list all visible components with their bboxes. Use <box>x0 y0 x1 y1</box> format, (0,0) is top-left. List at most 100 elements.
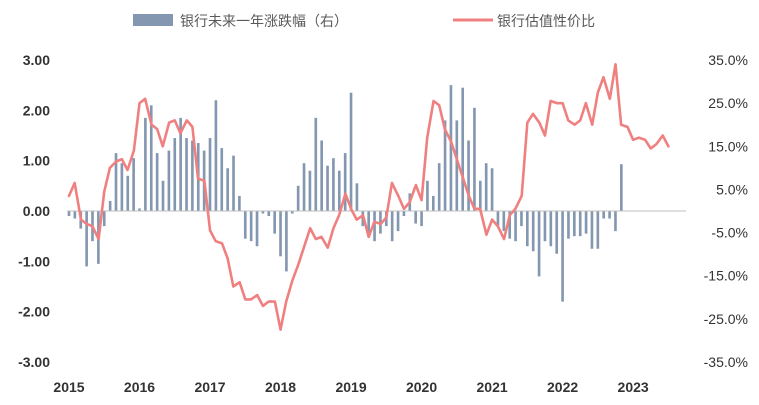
bar <box>138 208 141 211</box>
y-right-tick-label: 5.0% <box>716 181 748 197</box>
bar <box>232 155 235 211</box>
bar <box>467 140 470 211</box>
line-series <box>67 63 670 331</box>
bar <box>120 163 124 211</box>
bar <box>426 180 429 211</box>
bar <box>461 87 465 211</box>
y-right-tick-label: 25.0% <box>708 95 748 111</box>
x-tick-label: 2016 <box>124 379 155 395</box>
x-tick-label: 2020 <box>406 379 437 395</box>
y-right-tick-label: -5.0% <box>711 225 748 241</box>
bar <box>396 211 400 232</box>
bar <box>267 211 271 217</box>
legend-label-line: 银行估值性价比 <box>497 14 595 30</box>
bar <box>443 120 447 211</box>
bar <box>431 195 435 211</box>
bar <box>620 164 623 211</box>
bar <box>208 138 212 211</box>
bar <box>455 120 459 211</box>
bar <box>473 107 476 211</box>
bar <box>578 211 582 237</box>
bar <box>243 211 247 239</box>
x-tick-label: 2023 <box>618 379 649 395</box>
bar <box>555 211 559 254</box>
bar <box>343 153 347 211</box>
x-tick-label: 2021 <box>477 379 508 395</box>
bar <box>332 158 335 211</box>
bar <box>144 117 147 211</box>
bar <box>543 211 547 242</box>
y-left-tick-label: 2.00 <box>23 102 50 118</box>
bar <box>608 211 611 219</box>
y-left-tick-label: 1.00 <box>23 153 50 169</box>
bar <box>167 150 171 211</box>
bar <box>220 148 224 211</box>
bar <box>531 211 535 252</box>
y-left-tick-label: -3.00 <box>18 354 50 370</box>
bar <box>85 211 88 267</box>
bar <box>390 211 394 242</box>
bar <box>108 200 112 211</box>
bar <box>314 117 318 211</box>
y-left-tick-label: -2.00 <box>18 304 50 320</box>
bar-series <box>67 85 623 302</box>
bar <box>155 153 159 211</box>
bar <box>67 211 71 217</box>
bar <box>508 211 512 239</box>
bar <box>173 138 177 211</box>
bar <box>214 100 218 211</box>
bar <box>520 211 523 227</box>
bar <box>320 140 323 211</box>
bar <box>449 85 453 211</box>
bar <box>308 170 312 211</box>
x-tick-label: 2022 <box>547 379 578 395</box>
bar <box>249 211 253 242</box>
bar <box>590 211 594 249</box>
bar <box>126 175 130 211</box>
bar <box>102 211 106 227</box>
legend-swatch-bar <box>133 14 173 26</box>
bar <box>537 211 541 277</box>
bar <box>179 117 182 211</box>
bar <box>414 211 417 224</box>
bar <box>185 138 188 211</box>
bar <box>526 211 529 247</box>
bar <box>567 211 570 239</box>
bar <box>302 163 306 211</box>
bar <box>561 211 564 302</box>
bar <box>596 211 600 249</box>
bar <box>402 211 406 217</box>
bar <box>496 211 500 227</box>
bar <box>238 195 241 211</box>
bar <box>114 153 118 211</box>
bar <box>279 211 282 257</box>
bar <box>373 211 376 242</box>
bar <box>296 185 300 211</box>
bar <box>161 180 165 211</box>
x-tick-label: 2018 <box>265 379 296 395</box>
bar <box>290 211 294 214</box>
bar <box>484 163 488 211</box>
bar <box>478 180 482 211</box>
bar <box>584 211 588 234</box>
legend-label-bar: 银行未来一年涨跌幅（右） <box>180 14 348 30</box>
bar <box>355 183 359 211</box>
bar <box>273 211 276 234</box>
bar <box>514 211 517 242</box>
bar <box>437 163 441 211</box>
bar <box>490 168 494 211</box>
y-right-tick-label: 35.0% <box>708 52 748 68</box>
y-axis-left: -3.00 -2.00 -1.00 0.00 1.00 2.00 3.00 <box>18 52 50 370</box>
bar <box>261 211 265 214</box>
bar <box>549 211 553 247</box>
bar <box>502 211 506 232</box>
bar <box>420 211 423 227</box>
x-tick-label: 2015 <box>53 379 84 395</box>
y-right-tick-label: -25.0% <box>704 311 748 327</box>
bar <box>602 211 606 219</box>
y-right-tick-label: -15.0% <box>704 268 748 284</box>
bar <box>149 105 153 211</box>
y-axis-right: -35.0% -25.0% -15.0% -5.0% 5.0% 15.0% 25.0% 35.… <box>704 52 748 370</box>
